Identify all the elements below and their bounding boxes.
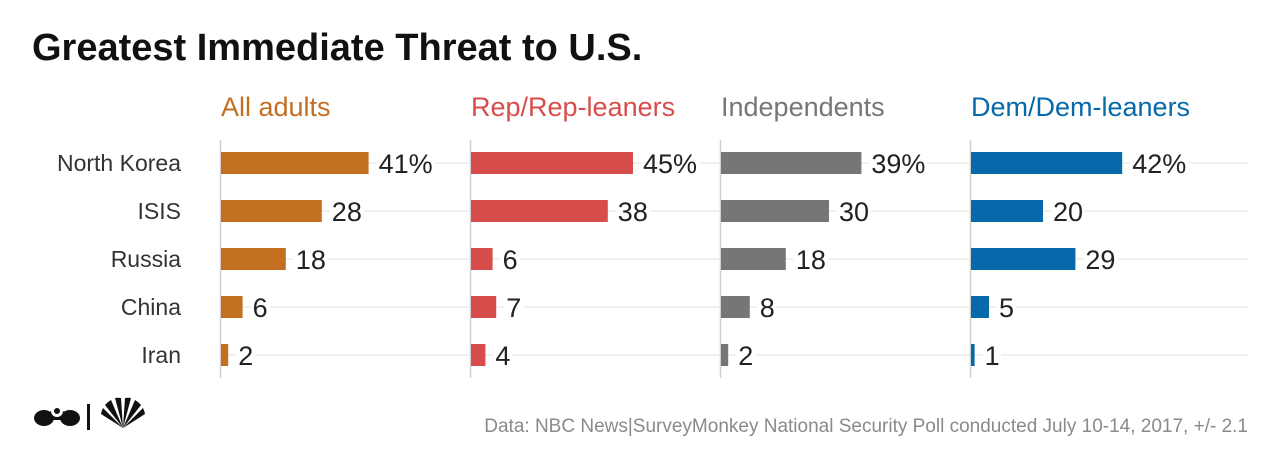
label-halo: [293, 256, 328, 262]
label-halo: [236, 352, 256, 358]
data-label: 2: [238, 341, 253, 371]
data-label: 1: [985, 341, 1000, 371]
bar: [471, 152, 633, 174]
bar: [221, 296, 243, 318]
bar: [221, 152, 369, 174]
data-label: 41%: [379, 149, 433, 179]
category-label: ISIS: [138, 198, 181, 224]
label-halo: [982, 352, 1002, 358]
bar: [971, 152, 1123, 174]
label-halo: [869, 160, 928, 166]
bar: [471, 200, 608, 222]
data-label: 18: [796, 245, 826, 275]
bar: [221, 200, 322, 222]
bar: [721, 296, 750, 318]
chart-title: Greatest Immediate Threat to U.S.: [32, 27, 642, 69]
data-label: 2: [738, 341, 753, 371]
label-halo: [376, 160, 435, 166]
label-halo: [493, 352, 513, 358]
series-panel: Rep/Rep-leaners 45% 38 6 7 4: [469, 92, 700, 378]
label-halo: [250, 304, 270, 310]
bar: [721, 344, 729, 366]
data-label: 7: [506, 293, 521, 323]
category-label: China: [121, 294, 181, 320]
label-halo: [1083, 256, 1118, 262]
source-note: Data: NBC News|SurveyMonkey National Sec…: [484, 416, 1248, 437]
series-panels: All adults41%281862Rep/Rep-leaners45%386…: [219, 92, 1190, 378]
bar: [721, 248, 786, 270]
bar: [221, 344, 229, 366]
bar: [471, 296, 497, 318]
category-label: North Korea: [57, 150, 181, 176]
data-label: 4: [495, 341, 510, 371]
data-label: 45%: [643, 149, 697, 179]
series-panel: Independents 39%30 18 82: [719, 92, 928, 378]
nbc-peacock-icon: [101, 397, 145, 428]
label-halo: [615, 208, 650, 214]
data-label: 39%: [871, 149, 925, 179]
data-label: 42%: [1132, 149, 1186, 179]
category-labels: North Korea ISIS Russia China Iran: [57, 150, 181, 368]
label-halo: [500, 256, 520, 262]
data-label: 38: [618, 197, 648, 227]
label-halo: [757, 304, 777, 310]
label-halo: [1130, 160, 1189, 166]
data-label: 30: [839, 197, 869, 227]
series-header: Rep/Rep-leaners: [471, 92, 675, 122]
series-header: Independents: [721, 92, 885, 122]
label-halo: [1051, 208, 1086, 214]
label-halo: [329, 208, 364, 214]
data-label: 6: [503, 245, 518, 275]
label-halo: [997, 304, 1017, 310]
data-label: 18: [296, 245, 326, 275]
bar: [221, 248, 286, 270]
label-halo: [793, 256, 828, 262]
bar: [721, 200, 829, 222]
data-label: 20: [1053, 197, 1083, 227]
category-label: Russia: [111, 246, 182, 272]
label-halo: [641, 160, 700, 166]
data-label: 6: [253, 293, 268, 323]
label-halo: [837, 208, 872, 214]
bar: [971, 200, 1043, 222]
bar: [721, 152, 862, 174]
bar: [471, 248, 493, 270]
label-halo: [504, 304, 524, 310]
data-label: 8: [760, 293, 775, 323]
series-header: All adults: [221, 92, 331, 122]
bar: [971, 344, 975, 366]
data-label: 29: [1085, 245, 1115, 275]
bar: [971, 248, 1076, 270]
series-header: Dem/Dem-leaners: [971, 92, 1190, 122]
logo-divider: [87, 404, 90, 430]
surveymonkey-logo-icon: [34, 405, 80, 426]
bar: [971, 296, 989, 318]
bar: [471, 344, 486, 366]
category-label: Iran: [141, 342, 181, 368]
data-label: 5: [999, 293, 1014, 323]
data-label: 28: [332, 197, 362, 227]
label-halo: [736, 352, 756, 358]
